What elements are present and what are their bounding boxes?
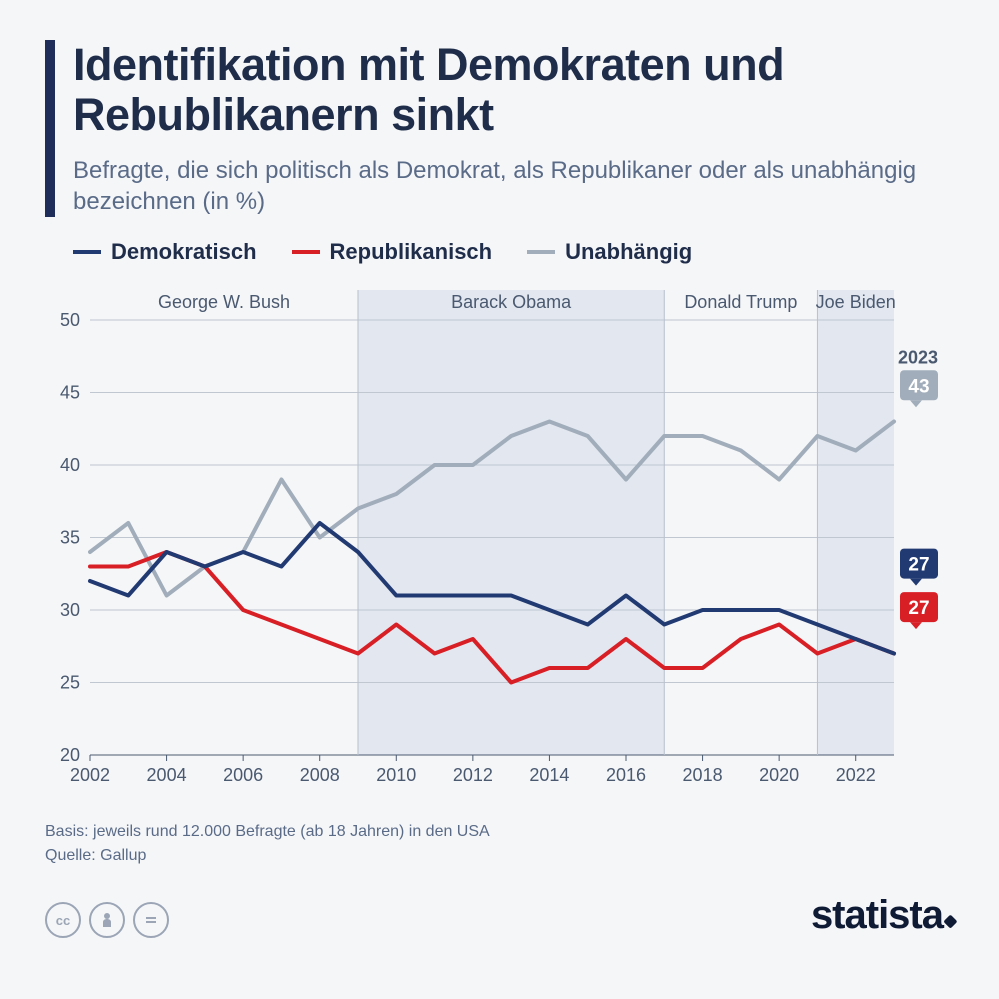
brand-dot-icon [943,915,957,929]
svg-text:45: 45 [60,383,80,403]
legend-item-dem: Demokratisch [73,239,257,265]
legend-item-ind: Unabhängig [527,239,692,265]
svg-text:2020: 2020 [759,765,799,785]
legend-label: Republikanisch [330,239,493,265]
svg-text:2023: 2023 [898,347,938,367]
legend: Demokratisch Republikanisch Unabhängig [73,239,954,265]
basis-note: Basis: jeweils rund 12.000 Befragte (ab … [45,820,954,844]
source-note: Quelle: Gallup [45,844,954,868]
license-icons: cc [45,902,169,938]
header-block: Identifikation mit Demokraten und Rebubl… [45,40,954,217]
svg-text:27: 27 [908,555,929,576]
svg-text:Donald Trump: Donald Trump [684,292,797,312]
legend-swatch [73,250,101,254]
chart-container: 20 25 30 35 40 45 50 2002 2004 2006 2008 2010 2012 20… [45,275,954,795]
svg-text:2006: 2006 [223,765,263,785]
legend-swatch [292,250,320,254]
nd-icon [133,902,169,938]
svg-text:20: 20 [60,745,80,765]
brand-logo: statista [811,893,954,938]
svg-text:25: 25 [60,673,80,693]
bottom-row: cc statista [45,893,954,938]
page-subtitle: Befragte, die sich politisch als Demokra… [73,155,954,217]
svg-text:43: 43 [908,376,929,397]
svg-text:2002: 2002 [70,765,110,785]
footer-notes: Basis: jeweils rund 12.000 Befragte (ab … [45,820,954,868]
legend-item-rep: Republikanisch [292,239,493,265]
svg-text:2004: 2004 [147,765,187,785]
svg-text:2010: 2010 [376,765,416,785]
svg-text:50: 50 [60,310,80,330]
svg-text:35: 35 [60,528,80,548]
legend-swatch [527,250,555,254]
legend-label: Unabhängig [565,239,692,265]
cc-icon: cc [45,902,81,938]
svg-text:2008: 2008 [300,765,340,785]
svg-text:2016: 2016 [606,765,646,785]
by-icon [89,902,125,938]
svg-text:Joe Biden: Joe Biden [816,292,896,312]
svg-text:40: 40 [60,455,80,475]
page-title: Identifikation mit Demokraten und Rebubl… [73,40,954,141]
accent-bar [45,40,55,217]
svg-text:2022: 2022 [836,765,876,785]
svg-text:George W. Bush: George W. Bush [158,292,290,312]
svg-text:cc: cc [56,913,70,928]
svg-text:2014: 2014 [529,765,569,785]
svg-text:2018: 2018 [683,765,723,785]
line-chart: 20 25 30 35 40 45 50 2002 2004 2006 2008 2010 2012 20… [45,275,954,795]
legend-label: Demokratisch [111,239,257,265]
svg-text:2012: 2012 [453,765,493,785]
svg-text:Barack Obama: Barack Obama [451,292,572,312]
svg-text:30: 30 [60,600,80,620]
svg-text:27: 27 [908,598,929,619]
